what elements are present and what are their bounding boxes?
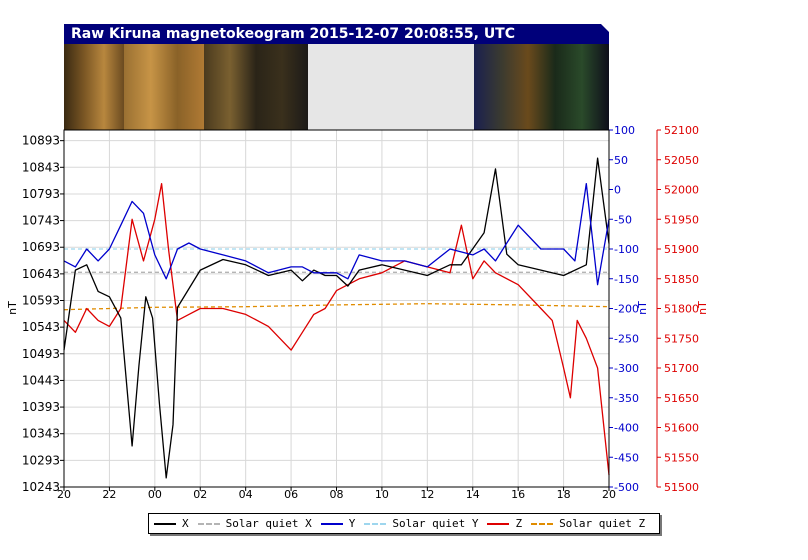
plot-frame [63,129,610,488]
keogram-aurora-segment-1 [64,44,124,130]
legend: X Solar quiet X Y Solar quiet Y Z Solar quiet… [148,513,660,534]
y-right2-tick-label: 51750 [664,332,699,345]
keogram-aurora-segment-4 [474,44,609,130]
legend-item: Solar quiet Z [531,517,645,530]
legend-label: Z [515,517,523,530]
y-right1-tick-label: -450 [614,451,639,464]
y-left-tick-label: 10593 [22,294,60,308]
y-right2-tick-label: 52000 [664,184,699,197]
y-right1-tick-label: 50 [614,154,628,167]
title-corner-notch [601,24,609,32]
y-left-tick-label: 10393 [22,400,60,414]
x-tick-label: 22 [102,488,116,501]
keogram-gap [308,44,474,130]
x-tick-label: 06 [284,488,298,501]
x-tick-label: 12 [420,488,434,501]
series-layer [63,157,610,479]
y-left-tick-label: 10293 [22,453,60,467]
y-left-tick-label: 10243 [22,480,60,494]
legend-item: Y [320,517,356,530]
chart-plot: 20 22 00 02 04 06 08 10 12 14 16 18 2010243102931034… [6,124,709,501]
series-line-x [63,157,610,479]
y-right1-tick-label: -250 [614,332,639,345]
legend-label: Solar quiet Z [559,517,646,530]
legend-label: Y [348,517,356,530]
legend-swatch [364,522,387,525]
y-left-tick-label: 10793 [22,187,60,201]
legend-swatch [487,522,510,525]
y-right1-tick-label: -200 [614,303,639,316]
series-line-y [63,182,610,286]
x-tick-label: 00 [148,488,162,501]
x-tick-label: 10 [375,488,389,501]
y-right2-tick-label: 52100 [664,124,699,137]
y-right2-tick-label: 51550 [664,451,699,464]
legend-swatch [154,522,176,525]
y-right1-tick-label: 0 [614,184,621,197]
y-right1-tick-label: -300 [614,362,639,375]
y-right2-tick-label: 51950 [664,213,699,226]
legend-label: Solar quiet Y [392,517,479,530]
y-right1-tick-label: 100 [614,124,635,137]
y-right2-tick-label: 52050 [664,154,699,167]
y-right1-tick-label: -350 [614,392,639,405]
keogram-strip [64,44,609,130]
keogram-aurora-segment-3 [204,44,308,130]
y-left-tick-label: 10843 [22,160,60,174]
y-right1-tick-label: -400 [614,422,639,435]
legend-swatch [197,522,220,525]
y-right2-tick-label: 51900 [664,243,699,256]
y-right2-tick-label: 51500 [664,481,699,494]
chart-title-text: Raw Kiruna magnetokeogram 2015-12-07 20:… [71,26,516,42]
legend-item: X [154,517,189,530]
series-line-z [63,182,610,476]
x-tick-label: 08 [330,488,344,501]
y-left-tick-label: 10543 [22,320,60,334]
chart-title: Raw Kiruna magnetokeogram 2015-12-07 20:… [64,24,609,44]
y-right1-tick-label: -500 [614,481,639,494]
x-tick-label: 18 [557,488,571,501]
y-right2-tick-label: 51700 [664,362,699,375]
x-tick-label: 04 [239,488,253,501]
legend-swatch [320,522,343,525]
y-left-tick-label: 10743 [22,214,60,228]
x-tick-label: 14 [466,488,480,501]
x-tick-label: 20 [57,488,71,501]
x-tick-label: 02 [193,488,207,501]
y-right1-tick-label: -50 [614,213,632,226]
y-left-tick-label: 10343 [22,427,60,441]
axes-layer: 20 22 00 02 04 06 08 10 12 14 16 18 2010243102931034… [6,124,709,501]
y-right2-tick-label: 51850 [664,273,699,286]
y-left-tick-label: 10443 [22,373,60,387]
y-right2-tick-label: 51800 [664,303,699,316]
legend-label: Solar quiet X [225,517,312,530]
keogram-aurora-segment-2 [124,44,204,130]
legend-item: Z [487,517,522,530]
y-right2-tick-label: 51600 [664,422,699,435]
y-left-tick-label: 10693 [22,240,60,254]
x-tick-label: 16 [511,488,525,501]
x-tick-label: 20 [602,488,616,501]
y-right1-tick-label: -100 [614,243,639,256]
legend-item: Solar quiet Y [364,517,478,530]
y-left-tick-label: 10893 [22,134,60,148]
y-left-tick-label: 10643 [22,267,60,281]
legend-item: Solar quiet X [197,517,312,530]
y-right2-axis-label: nT [696,301,709,315]
y-left-tick-label: 10493 [22,347,60,361]
legend-label: X [182,517,189,530]
y-right1-axis-label: nT [636,301,649,315]
y-left-axis-label: nT [6,301,19,315]
y-right2-tick-label: 51650 [664,392,699,405]
y-right1-tick-label: -150 [614,273,639,286]
legend-swatch [531,522,554,525]
